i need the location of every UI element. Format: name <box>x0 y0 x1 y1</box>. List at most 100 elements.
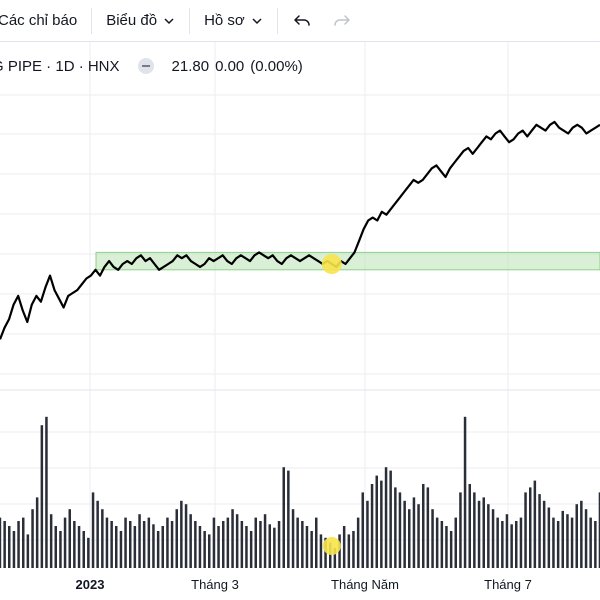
volume-bar <box>408 509 411 568</box>
volume-bar <box>105 517 109 568</box>
volume-bar <box>389 470 392 568</box>
volume-bar <box>477 500 481 568</box>
volume-bar <box>166 517 169 568</box>
volume-bar <box>370 484 374 568</box>
volume-bar <box>45 416 48 568</box>
volume-bar <box>319 534 323 568</box>
volume-bar <box>584 509 588 568</box>
volume-bar <box>431 509 434 568</box>
volume-bar <box>426 487 430 568</box>
volume-bar <box>422 484 425 568</box>
profile-button[interactable]: Hồ sơ <box>194 0 273 42</box>
volume-bar <box>59 531 62 568</box>
volume-bar <box>305 526 309 568</box>
volume-bar <box>356 517 360 568</box>
volume-bar <box>222 521 225 568</box>
volume-bar <box>459 492 462 568</box>
volume-bar <box>35 497 39 568</box>
volume-bar <box>580 500 583 568</box>
volume-bar <box>91 492 95 568</box>
volume-bar <box>22 517 25 568</box>
volume-bar <box>87 537 90 568</box>
volume-bar <box>510 524 513 568</box>
volume-bar <box>119 531 123 568</box>
volume-bar <box>301 521 304 568</box>
volume-bar <box>505 514 509 568</box>
volume-bar <box>519 517 523 568</box>
volume-bar <box>482 497 485 568</box>
volume-bar <box>226 517 230 568</box>
volume-bar <box>501 521 504 568</box>
toolbar-divider <box>276 7 278 34</box>
volume-bar <box>566 514 569 568</box>
volume-bar <box>77 526 81 568</box>
volume-bar <box>82 531 85 568</box>
volume-bar <box>589 517 592 568</box>
symbol-label[interactable]: G PIPE · 1D · HNX <box>0 57 120 75</box>
indicators-button[interactable]: Các chỉ báo <box>0 0 87 42</box>
series-legend: G PIPE · 1D · HNX 21.80 0.00 (0.00%) <box>0 52 303 80</box>
volume-bar <box>468 484 471 568</box>
volume-bar <box>110 521 113 568</box>
volume-bar <box>73 521 76 568</box>
volume-marker-dot[interactable] <box>322 537 341 555</box>
volume-bar <box>384 467 388 568</box>
volume-bar <box>175 509 178 568</box>
volume-bar <box>152 524 155 568</box>
volume-bar <box>291 509 295 568</box>
volume-bar <box>473 492 476 568</box>
redo-button[interactable] <box>322 0 362 42</box>
volume-bar <box>208 534 211 568</box>
volume-bar <box>142 521 146 568</box>
volume-bar <box>17 521 20 568</box>
volume-bar <box>96 500 99 568</box>
volume-bar <box>487 504 490 568</box>
volume-bar <box>184 504 188 568</box>
volume-bar <box>463 416 467 568</box>
volume-bar <box>63 517 67 568</box>
volume-bars <box>0 416 600 568</box>
chart-grid <box>0 42 600 568</box>
volume-bar <box>161 526 164 568</box>
undo-icon <box>294 14 310 26</box>
volume-bar <box>138 514 141 568</box>
volume-bar <box>440 521 444 568</box>
volume-bar <box>170 521 174 568</box>
volume-bar <box>129 521 132 568</box>
volume-bar <box>180 500 183 568</box>
volume-bar <box>259 521 262 568</box>
volume-bar <box>575 504 578 568</box>
price-line <box>0 120 600 340</box>
volume-bar <box>342 526 346 568</box>
marker-dot[interactable] <box>321 254 342 274</box>
x-tick-label: Tháng 7 <box>484 577 532 592</box>
volume-bar <box>398 492 402 568</box>
volume-bar <box>380 480 383 568</box>
volume-bar <box>417 504 420 568</box>
volume-bar <box>556 521 560 568</box>
x-tick-label: Tháng 3 <box>191 577 239 592</box>
undo-button[interactable] <box>282 0 322 42</box>
volume-bar <box>249 531 253 568</box>
volume-bar <box>570 517 574 568</box>
volume-bar <box>552 517 555 568</box>
volume-bar <box>282 467 285 568</box>
volume-bar <box>329 542 332 568</box>
volume-bar <box>254 517 257 568</box>
volume-bar <box>133 526 137 568</box>
volume-bar <box>315 517 318 568</box>
x-tick-label: 2023 <box>76 577 105 592</box>
volume-bar <box>0 517 2 568</box>
volume-bar <box>310 531 313 568</box>
chart-type-button[interactable]: Biểu đồ <box>96 0 185 42</box>
volume-bar <box>49 514 53 568</box>
volume-bar <box>277 521 281 568</box>
close-value: 21.80 <box>171 57 210 75</box>
collapse-icon[interactable] <box>137 58 154 74</box>
volume-bar <box>324 537 327 568</box>
volume-bar <box>296 517 299 568</box>
volume-bar <box>3 521 6 568</box>
volume-bar <box>240 521 244 568</box>
volume-bar <box>454 517 457 568</box>
